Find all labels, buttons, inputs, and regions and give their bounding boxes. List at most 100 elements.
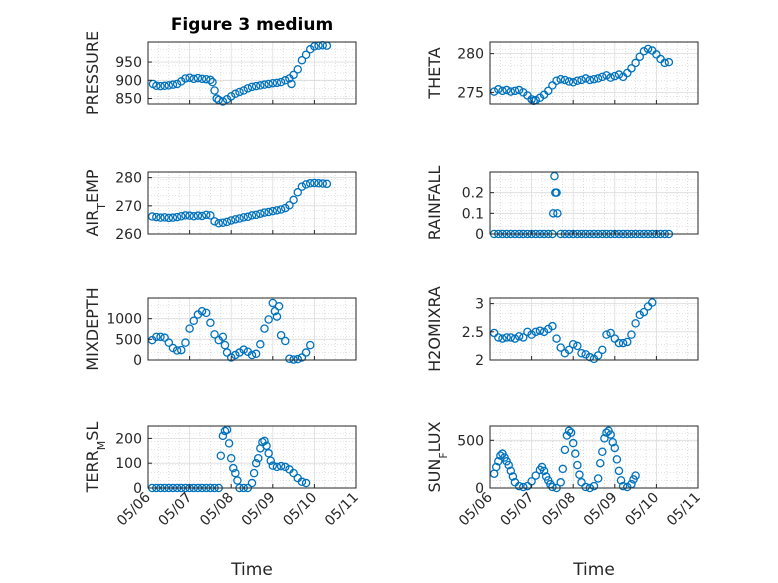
y-axis-label: MIXDEPTH	[83, 287, 102, 370]
data-point	[548, 81, 557, 90]
data-point	[168, 80, 178, 89]
data-point	[571, 449, 580, 458]
data-point	[602, 71, 611, 80]
data-point	[185, 324, 194, 333]
data-point	[301, 348, 311, 357]
data-point	[585, 352, 595, 362]
data-point	[260, 324, 269, 333]
data-point	[216, 451, 226, 461]
data-point	[293, 65, 303, 74]
data-point	[164, 338, 174, 347]
x-tick-label: 05/09	[239, 490, 279, 530]
data-point	[224, 439, 234, 448]
data-point	[318, 179, 327, 188]
data-point	[235, 87, 244, 97]
data-point	[276, 77, 286, 87]
data-point	[220, 340, 230, 350]
data-point	[598, 345, 607, 355]
data-point	[243, 212, 253, 222]
data-point	[627, 330, 636, 339]
data-point	[550, 171, 559, 181]
data-point	[281, 336, 290, 346]
data-point	[305, 340, 315, 350]
data-point	[218, 218, 228, 227]
data-point	[602, 330, 611, 339]
data-point	[322, 179, 332, 189]
data-point	[160, 81, 169, 91]
data-point	[556, 74, 565, 84]
data-point	[214, 219, 223, 228]
x-tick-label: 05/07	[156, 490, 196, 530]
data-point	[314, 179, 323, 188]
y-axis-label-main: AIR	[83, 210, 102, 237]
data-point	[552, 188, 561, 197]
data-point	[553, 209, 562, 218]
data-point	[618, 481, 628, 491]
data-point	[226, 216, 236, 225]
subplot-4: 0 0.1 0.2 RAINFALL	[425, 166, 699, 243]
y-axis-label-subscript: T	[95, 203, 108, 211]
x-tick-label: 05/10	[622, 490, 662, 530]
data-point	[172, 346, 182, 355]
x-tick-label: 05/08	[539, 490, 579, 530]
axes-box	[147, 171, 357, 235]
data-point	[568, 339, 578, 349]
data-point	[185, 211, 194, 220]
y-tick-label: 0.2	[462, 186, 484, 202]
data-point	[564, 426, 574, 436]
y-axis-label: RAINFALL	[425, 166, 444, 241]
subplot-6: 2 2.5 3 H2OMIXRA	[425, 286, 699, 372]
y-axis-label-main: H2OMIXRA	[425, 286, 444, 372]
data-point	[260, 436, 269, 446]
y-axis-label-suffix: LUX	[425, 421, 444, 452]
data-point	[652, 50, 661, 59]
data-point	[231, 350, 240, 360]
data-point	[272, 312, 282, 321]
data-point	[256, 340, 265, 349]
data-point	[589, 74, 599, 84]
data-point	[593, 474, 603, 483]
data-point	[598, 447, 607, 457]
data-point	[616, 476, 626, 485]
y-tick-label: 1000	[106, 312, 142, 328]
data-point	[523, 481, 532, 491]
x-tick-label: 05/11	[664, 490, 704, 530]
y-tick-label: 260	[115, 227, 142, 243]
data-point	[256, 81, 265, 90]
data-point	[276, 205, 286, 214]
y-axis-label: SUNFLUX	[425, 421, 450, 492]
data-point	[201, 308, 211, 318]
data-point	[560, 445, 570, 455]
data-point	[226, 353, 236, 362]
data-point	[610, 334, 620, 343]
data-point	[552, 76, 561, 86]
data-point	[251, 210, 261, 220]
data-point	[491, 462, 501, 472]
y-axis-label: PRESSURE	[83, 31, 102, 115]
data-point	[239, 213, 248, 222]
y-tick-label: 950	[115, 55, 142, 71]
data-point	[189, 316, 199, 325]
data-point	[489, 87, 499, 96]
data-point	[289, 195, 298, 205]
data-point	[564, 77, 574, 86]
data-point	[297, 353, 307, 362]
data-point	[623, 68, 632, 78]
data-point	[218, 97, 228, 106]
y-axis-label: TERRMSL	[83, 422, 108, 494]
data-point	[510, 86, 520, 96]
y-axis-label: THETA	[425, 47, 444, 99]
data-point	[218, 332, 228, 342]
y-tick-label: 280	[115, 171, 142, 187]
y-tick-label: 0	[475, 227, 484, 243]
data-point	[210, 86, 219, 95]
data-point	[606, 328, 615, 338]
data-point	[249, 468, 259, 478]
data-point	[531, 471, 541, 480]
data-point	[573, 341, 582, 351]
data-point	[498, 334, 507, 343]
data-point	[539, 466, 549, 476]
